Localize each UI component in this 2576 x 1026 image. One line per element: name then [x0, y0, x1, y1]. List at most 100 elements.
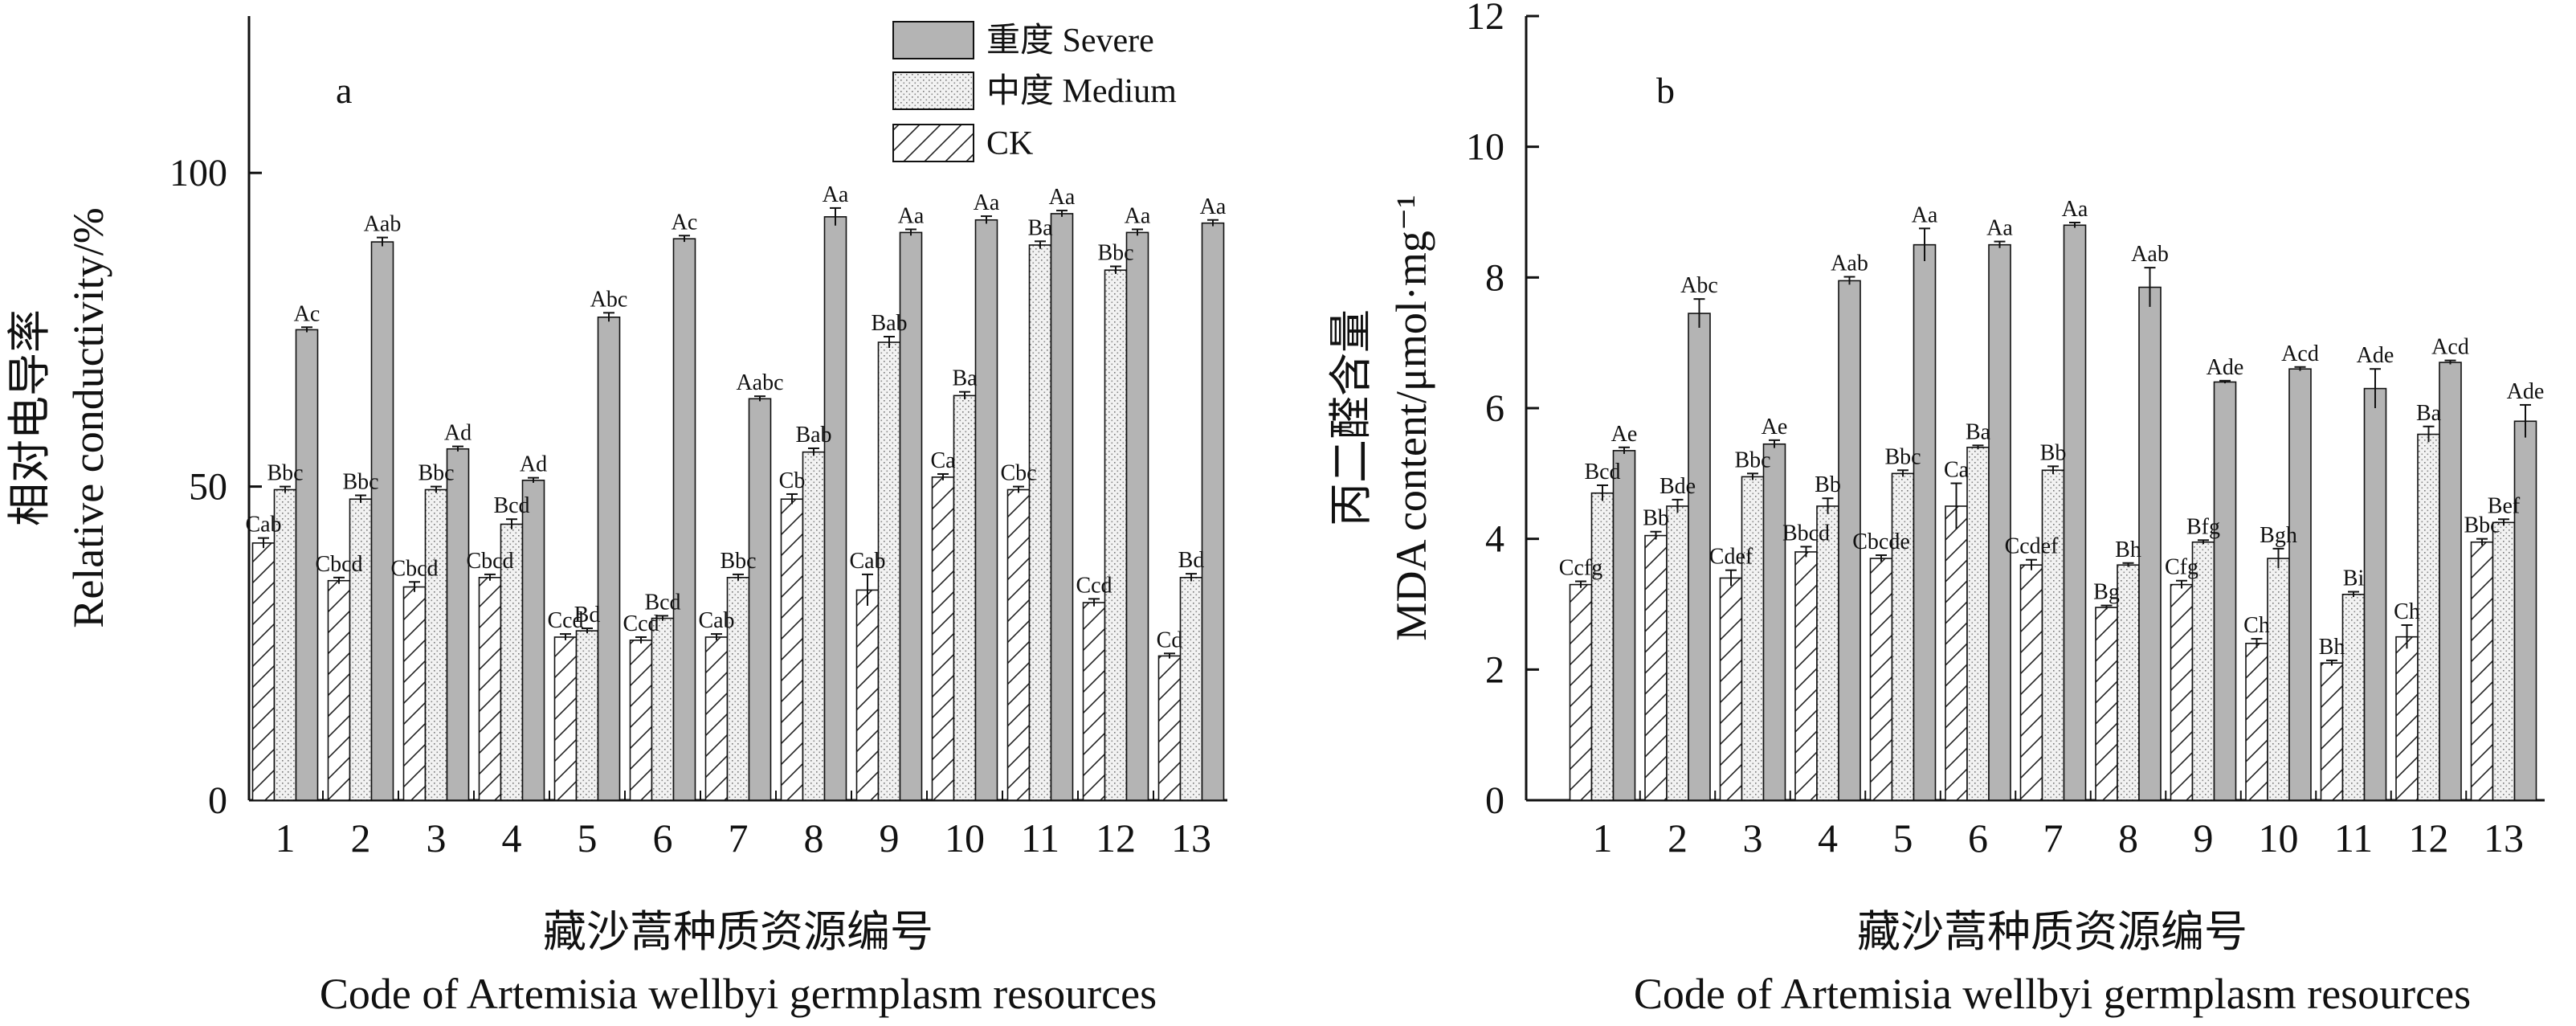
- legend-item-severe: 重度 Severe: [892, 21, 1154, 59]
- significance-label-medium: Bfg: [2186, 514, 2220, 539]
- significance-label-severe: Ac: [672, 210, 698, 235]
- significance-label-severe: Aa: [1986, 216, 2013, 241]
- significance-label-ck: Bbcd: [1782, 521, 1830, 546]
- bar-medium: [1179, 577, 1203, 801]
- bar-medium: [273, 488, 297, 801]
- significance-label-medium: Bcd: [1584, 460, 1620, 484]
- significance-label-ck: Cbcd: [390, 556, 438, 581]
- panel-a-x-label-en: Code of Artemisia wellbyi germplasm reso…: [320, 970, 1157, 1018]
- x-tick-label: 9: [2194, 815, 2214, 860]
- bar-medium: [2492, 521, 2516, 801]
- y-tick-label: 4: [1485, 518, 1504, 561]
- x-tick-label: 11: [1021, 815, 1059, 860]
- significance-label-medium: Bbc: [1097, 241, 1133, 266]
- significance-label-severe: Acd: [2281, 341, 2319, 366]
- y-tick-label: 2: [1485, 648, 1504, 691]
- bar-severe: [1125, 231, 1149, 801]
- significance-label-medium: Bgh: [2260, 523, 2297, 548]
- bar-ck: [2245, 642, 2268, 801]
- significance-label-severe: Ade: [2357, 343, 2394, 368]
- bar-severe: [295, 329, 319, 801]
- bar-medium: [2191, 541, 2215, 801]
- significance-label-severe: Aab: [364, 212, 402, 237]
- bar-medium: [1104, 269, 1128, 801]
- significance-label-medium: Bbc: [267, 461, 303, 486]
- significance-label-medium: Bbc: [720, 549, 756, 574]
- panel-a-x-ticks: 1 2 3 4 5 6 7 8 9 10 11 12 13: [276, 791, 1211, 860]
- significance-label-ck: Bg: [2093, 580, 2120, 605]
- significance-label-medium: Bbc: [418, 461, 454, 486]
- significance-label-ck: Ccd: [1076, 573, 1112, 598]
- bar-severe: [748, 398, 772, 801]
- bar-severe: [1988, 243, 2011, 801]
- significance-label-medium: Bb: [1815, 472, 1841, 497]
- significance-label-severe: Abc: [1680, 273, 1718, 298]
- bar-severe: [1612, 450, 1636, 801]
- bar-ck: [1569, 583, 1593, 801]
- significance-label-severe: Aab: [2131, 242, 2169, 267]
- legend-swatch-severe: [892, 21, 974, 59]
- significance-label-ck: Ch: [2243, 613, 2270, 638]
- legend-item-ck: CK: [892, 124, 1033, 162]
- significance-label-severe: Ae: [1762, 415, 1788, 439]
- bar-ck: [251, 542, 276, 801]
- significance-label-ck: Ca: [930, 448, 956, 473]
- significance-label-medium: Ba: [1027, 215, 1053, 240]
- x-tick-label: 10: [945, 815, 985, 860]
- x-tick-label: 4: [1818, 815, 1838, 860]
- panel-b-x-ticks: 1 2 3 4 5 6 7 8 9 10 11 12 13: [1593, 791, 2524, 860]
- y-tick-label: 100: [169, 152, 227, 194]
- panel-a-x-label-cn: 藏沙蒿种质资源编号: [543, 908, 933, 956]
- significance-label-ck: Cab: [245, 513, 281, 538]
- bar-severe: [672, 238, 696, 801]
- bar-medium: [2417, 433, 2440, 801]
- bar-ck: [1157, 655, 1182, 801]
- significance-label-severe: Aa: [1125, 203, 1151, 228]
- y-tick-label: 12: [1466, 0, 1504, 38]
- significance-label-ck: Ccdef: [2005, 534, 2060, 559]
- significance-label-ck: Cbcd: [466, 549, 513, 574]
- bar-severe: [1762, 443, 1786, 801]
- significance-label-severe: Aab: [1831, 251, 1868, 276]
- bar-ck: [1719, 577, 1743, 801]
- y-tick-label: 6: [1485, 387, 1504, 430]
- bar-ck: [629, 640, 653, 801]
- bar-ck: [1869, 558, 1893, 801]
- panel-b-x-label-en: Code of Artemisia wellbyi germplasm reso…: [1634, 970, 2471, 1018]
- bar-medium: [1028, 244, 1052, 801]
- significance-label-ck: Cdef: [1709, 545, 1753, 570]
- x-tick-label: 5: [578, 815, 598, 860]
- bar-medium: [575, 630, 599, 801]
- bar-medium: [2341, 593, 2366, 801]
- bar-ck: [931, 476, 955, 801]
- bar-severe: [2363, 387, 2387, 801]
- panel-b-bars: [1569, 224, 2537, 801]
- significance-label-medium: Bb: [2040, 440, 2067, 465]
- significance-label-ck: Cbcde: [1852, 529, 1910, 554]
- bar-ck: [780, 498, 804, 801]
- panel-b-significance-labels: Ccfg Bcd Ae Bb Bde Abc Cdef Bbc Ae Bbcd Bb Aab Cbcde…: [1559, 197, 2545, 660]
- significance-label-medium: Bbc: [342, 470, 378, 495]
- bar-medium: [1966, 446, 1990, 801]
- significance-label-medium: Bef: [2488, 493, 2521, 518]
- bar-ck: [1082, 602, 1106, 801]
- y-tick-label: 10: [1466, 126, 1504, 169]
- significance-label-medium: Bh: [2115, 538, 2141, 562]
- bar-medium: [424, 488, 448, 801]
- significance-label-ck: Ccd: [623, 611, 659, 636]
- x-tick-label: 8: [804, 815, 824, 860]
- significance-label-medium: Bi: [2343, 566, 2365, 591]
- y-tick-label: 0: [1485, 779, 1504, 822]
- panel-b-label: b: [1656, 70, 1675, 111]
- bar-ck: [478, 577, 502, 801]
- x-tick-label: 10: [2259, 815, 2299, 860]
- x-tick-label: 13: [2484, 815, 2524, 860]
- bar-ck: [2395, 636, 2419, 801]
- significance-label-ck: Bb: [1643, 506, 1669, 531]
- significance-label-ck: Ch: [2394, 599, 2420, 624]
- bar-medium: [2041, 469, 2065, 801]
- bar-ck: [1794, 551, 1818, 801]
- panel-a-y-label-en: Relative conductivity/%: [64, 207, 112, 627]
